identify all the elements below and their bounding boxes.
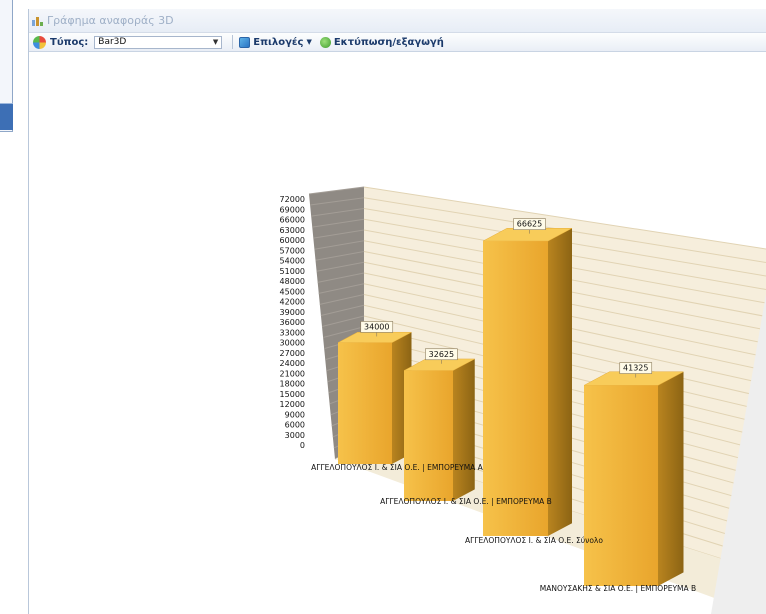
y-tick-label: 12000 <box>280 400 305 409</box>
window-titlebar: Γράφημα αναφοράς 3D <box>29 9 766 33</box>
bar-side <box>548 228 572 536</box>
category-label: ΑΓΓΕΛΟΠΟΥΛΟΣ Ι. & ΣΙΑ Ο.Ε. | ΕΜΠΟΡΕΥΜΑ Β <box>380 497 552 506</box>
y-tick-label: 72000 <box>280 195 305 204</box>
gridline <box>363 186 766 250</box>
left-wall-line <box>313 229 365 239</box>
y-tick-label: 33000 <box>280 328 305 337</box>
y-tick-label: 45000 <box>280 287 305 296</box>
left-wall-line <box>311 208 365 217</box>
data-label: 32625 <box>429 350 454 359</box>
bar-side <box>658 371 684 586</box>
y-tick-label: 21000 <box>280 369 305 378</box>
print-export-icon <box>319 36 331 48</box>
options-icon <box>239 36 251 48</box>
category-label: ΑΓΓΕΛΟΠΟΥΛΟΣ Ι. & ΣΙΑ Ο.Ε. Σύνολο <box>465 536 603 545</box>
chart-type-select[interactable]: Bar3D ▼ <box>94 35 223 49</box>
chart-toolbar: Τύπος: Bar3D ▼ Επιλογές ▼ Εκτύπωση/εξαγω… <box>29 33 766 52</box>
bar-side <box>453 358 475 501</box>
side-panel-tab[interactable] <box>0 103 13 130</box>
y-tick-label: 54000 <box>280 257 305 266</box>
y-tick-label: 36000 <box>280 318 305 327</box>
bar-front <box>483 241 548 536</box>
y-tick-label: 3000 <box>285 431 305 440</box>
category-label: ΜΑΝΟΥΣΑΚΗΣ & ΣΙΑ Ο.Ε. | ΕΜΠΟΡΕΥΜΑ Β <box>540 584 696 593</box>
left-wall-line <box>308 186 365 195</box>
y-tick-label: 6000 <box>285 421 305 430</box>
y-tick-label: 15000 <box>280 390 305 399</box>
y-tick-label: 0 <box>300 441 305 450</box>
y-tick-label: 60000 <box>280 236 305 245</box>
chart-type-label: Τύπος: <box>50 36 89 48</box>
options-button[interactable]: Επιλογές ▼ <box>239 36 312 48</box>
y-tick-label: 66000 <box>280 216 305 225</box>
left-wall-line <box>322 326 365 339</box>
bar-front <box>338 342 392 464</box>
left-wall-line <box>310 197 365 206</box>
window-title: Γράφημα αναφοράς 3D <box>47 14 174 27</box>
y-tick-label: 24000 <box>280 359 305 368</box>
toolbar-separator <box>232 35 234 49</box>
category-label: ΑΓΓΕΛΟΠΟΥΛΟΣ Ι. & ΣΙΑ Ο.Ε. | ΕΜΠΟΡΕΥΜΑ Α <box>311 463 484 472</box>
chevron-down-icon: ▼ <box>306 38 312 46</box>
left-wall-line <box>320 304 365 316</box>
data-label: 34000 <box>364 322 389 331</box>
left-wall-line <box>312 218 365 228</box>
chart-icon <box>32 15 43 26</box>
data-label: 41325 <box>623 364 648 373</box>
left-wall-line <box>317 272 365 283</box>
left-wall-line <box>314 240 365 250</box>
y-tick-label: 57000 <box>280 246 305 255</box>
y-tick-label: 27000 <box>280 349 305 358</box>
chart-type-icon <box>33 35 46 49</box>
y-tick-label: 39000 <box>280 308 305 317</box>
left-wall-line <box>319 294 365 305</box>
options-label: Επιλογές <box>253 36 304 48</box>
y-tick-label: 48000 <box>280 277 305 286</box>
print-export-button[interactable]: Εκτύπωση/εξαγωγή <box>319 36 444 48</box>
data-label: 66625 <box>517 220 542 229</box>
bar-front <box>404 370 453 501</box>
y-tick-label: 18000 <box>280 380 305 389</box>
y-tick-label: 9000 <box>285 410 305 419</box>
chevron-down-icon: ▼ <box>212 38 219 46</box>
bar-front <box>584 385 658 586</box>
decorative-corner <box>711 294 766 614</box>
left-wall-line <box>316 261 365 272</box>
y-tick-label: 51000 <box>280 267 305 276</box>
chart-labels: 34000 32625 66625 41325 ΑΓΓΕΛΟΠΟΥΛΟΣ Ι. & ΣΙ… <box>311 218 696 593</box>
y-tick-label: 69000 <box>280 205 305 214</box>
left-wall-line <box>315 251 365 261</box>
side-panel-strip <box>0 0 13 132</box>
chart-bars <box>337 228 684 586</box>
chart-type-value: Bar3D <box>98 37 127 47</box>
y-tick-label: 63000 <box>280 226 305 235</box>
left-wall-line <box>318 283 365 294</box>
print-export-label: Εκτύπωση/εξαγωγή <box>333 36 444 48</box>
y-tick-label: 30000 <box>280 339 305 348</box>
left-wall-line <box>321 315 365 327</box>
y-tick-label: 42000 <box>280 298 305 307</box>
